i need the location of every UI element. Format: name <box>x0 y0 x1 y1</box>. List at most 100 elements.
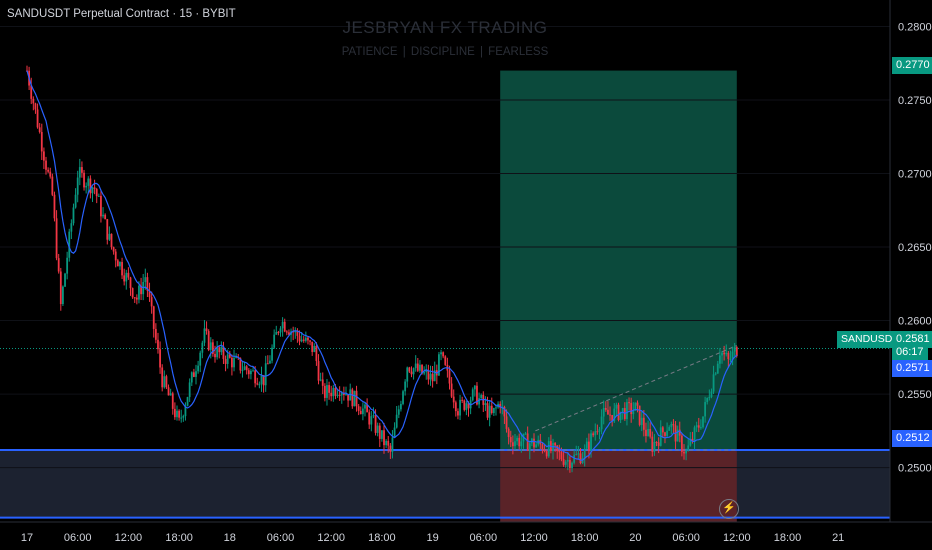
candle-body <box>649 428 652 437</box>
candle <box>207 329 210 352</box>
candle <box>89 175 92 199</box>
candle <box>604 401 607 412</box>
candle-body <box>269 360 271 364</box>
candle-body <box>116 260 119 267</box>
candle <box>461 396 464 404</box>
candle <box>564 459 567 468</box>
time-tick-label: 18:00 <box>571 532 599 544</box>
candle-body <box>260 375 263 385</box>
candle-body <box>545 451 548 457</box>
candle-body <box>340 393 343 396</box>
candle <box>30 77 33 105</box>
candle <box>182 414 185 422</box>
candle-body <box>683 451 685 454</box>
candle-body <box>685 450 687 454</box>
candle <box>157 332 159 354</box>
symbol-title[interactable]: SANDUSDT Perpetual Contract · 15 · BYBIT <box>7 8 236 20</box>
candle-body <box>129 277 132 289</box>
candle-body <box>197 365 200 372</box>
candle-body <box>83 172 85 188</box>
candle-body <box>254 370 257 384</box>
candle <box>154 323 157 344</box>
candle <box>636 400 639 413</box>
candle-body <box>190 372 193 383</box>
candle-body <box>368 412 371 425</box>
candle <box>668 425 671 431</box>
candle-body <box>106 219 109 240</box>
target-price-tag: 0.2770 <box>892 57 932 74</box>
candle <box>283 318 286 333</box>
candle <box>266 355 269 365</box>
candle-body <box>588 441 590 451</box>
candle-body <box>704 402 707 417</box>
candle-body <box>264 363 267 386</box>
candle <box>218 346 221 359</box>
candle-body <box>604 407 607 410</box>
candle <box>638 405 641 427</box>
candle-body <box>119 261 121 267</box>
candle-body <box>40 132 43 152</box>
candle <box>387 436 390 453</box>
candle <box>528 440 531 460</box>
candle-body <box>104 214 107 220</box>
candle-body <box>220 346 223 353</box>
price-axis[interactable]: 0.2800 0.2750 0.2700 0.2650 0.2600 0.2550 0.25… <box>889 0 932 522</box>
candle <box>699 419 702 430</box>
lightning-bolt-icon[interactable]: ⚡ <box>719 499 739 519</box>
time-tick-label: 18 <box>224 532 236 544</box>
price-tick-label: 0.2750 <box>898 95 932 107</box>
candle-body <box>353 390 356 407</box>
candle <box>195 364 197 385</box>
candle-body <box>691 438 694 442</box>
candle <box>440 349 442 361</box>
candle <box>114 248 117 268</box>
candle <box>184 402 187 421</box>
candle-body <box>577 453 580 455</box>
candle <box>429 365 432 386</box>
candle <box>288 329 290 336</box>
candle-body <box>473 385 476 390</box>
time-axis[interactable]: 17 06:00 12:00 18:00 18 06:00 12:00 18:00 19 06:0… <box>0 521 932 544</box>
candle <box>163 370 166 389</box>
candle-body <box>440 352 442 355</box>
candle-body <box>121 261 123 276</box>
candle-body <box>102 214 104 217</box>
candle-body <box>511 442 514 447</box>
candle <box>66 251 69 280</box>
candle <box>152 305 155 338</box>
candle-body <box>425 370 428 373</box>
candle-body <box>397 409 400 415</box>
candle-body <box>657 442 660 446</box>
candle-body <box>55 218 58 259</box>
candle <box>281 317 284 337</box>
candle <box>192 368 195 378</box>
candle <box>419 360 421 373</box>
candle-body <box>699 427 702 429</box>
candle-body <box>661 427 664 433</box>
candle-body <box>518 437 521 447</box>
candle <box>171 391 174 415</box>
candle <box>159 341 161 374</box>
candle <box>70 219 73 240</box>
candle-body <box>381 430 383 439</box>
candle-body <box>298 335 301 342</box>
candle <box>729 350 732 362</box>
candle-body <box>311 341 314 352</box>
candle <box>45 156 47 175</box>
candlestick-series[interactable] <box>26 65 738 473</box>
candle-body <box>271 347 273 361</box>
candle <box>473 385 476 397</box>
candle <box>488 400 491 427</box>
candle-body <box>294 330 297 333</box>
candle <box>275 325 278 335</box>
candle <box>454 400 457 417</box>
candle-body <box>288 332 290 335</box>
candle-body <box>304 337 307 341</box>
candle-body <box>256 383 259 385</box>
candle <box>490 397 493 415</box>
candle <box>598 426 601 440</box>
candle <box>381 430 383 442</box>
candle-body <box>389 445 392 452</box>
candle-body <box>266 363 269 365</box>
